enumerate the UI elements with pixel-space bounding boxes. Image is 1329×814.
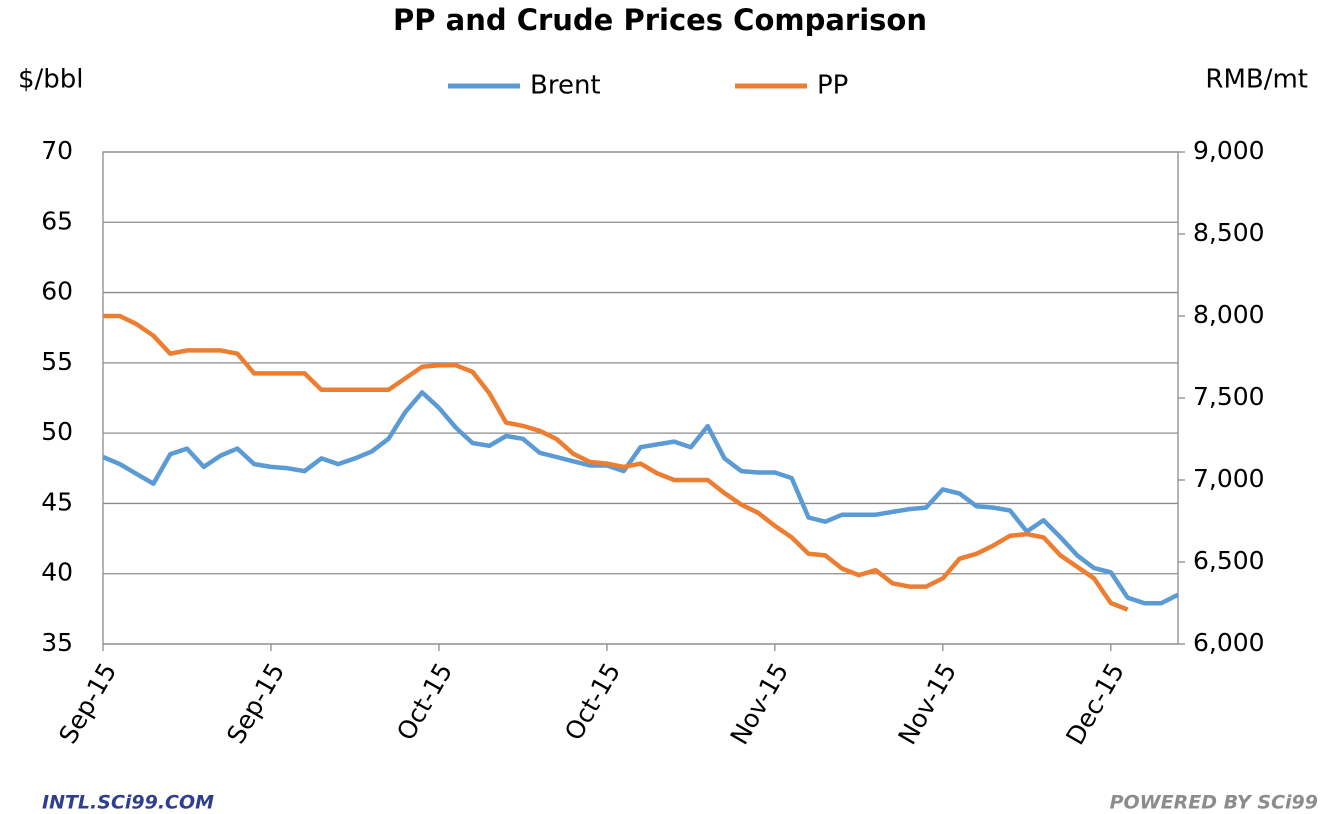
y2-tick-label: 8,000 — [1193, 300, 1265, 329]
series-line — [102, 390, 1180, 606]
y-axis-label: $/bbl — [18, 65, 84, 95]
y2-tick-label: 9,000 — [1193, 136, 1265, 165]
y2-tick-label: 6,500 — [1193, 546, 1265, 575]
y-tick-label: 50 — [41, 417, 73, 446]
y-tick-label: 70 — [41, 136, 73, 165]
legend-label: PP — [817, 71, 848, 101]
y-tick-label: 65 — [41, 206, 73, 235]
y-tick-label: 35 — [41, 628, 73, 657]
y-tick-label: 60 — [41, 277, 73, 306]
y-tick-label: 55 — [41, 347, 73, 376]
y2-tick-label: 7,000 — [1193, 464, 1265, 493]
footer-right: POWERED BY SCi99 — [1110, 792, 1318, 814]
y-tick-label: 40 — [41, 558, 73, 587]
y2-axis-label: RMB/mt — [1205, 65, 1308, 95]
chart-title: PP and Crude Prices Comparison — [393, 3, 927, 37]
y-tick-label: 45 — [41, 487, 73, 516]
y2-tick-label: 6,000 — [1193, 628, 1265, 657]
y2-tick-label: 7,500 — [1193, 382, 1265, 411]
series-line — [103, 313, 1129, 612]
footer-left: INTL.SCi99.COM — [42, 792, 214, 814]
legend-label: Brent — [530, 71, 601, 101]
y2-tick-label: 8,500 — [1193, 218, 1265, 247]
plot-frame — [102, 151, 1179, 645]
